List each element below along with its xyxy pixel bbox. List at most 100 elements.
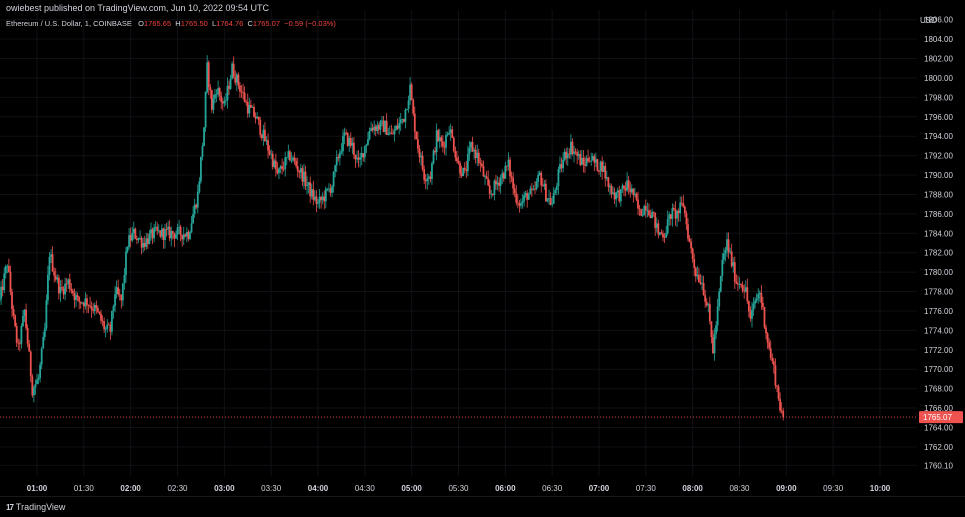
candle — [646, 203, 648, 218]
candle — [765, 325, 767, 340]
candle-body — [145, 238, 147, 247]
time-tick-label: 09:30 — [823, 484, 844, 493]
price-tick-label: 1798.00 — [924, 93, 953, 102]
candle-body — [684, 207, 686, 214]
candle-body — [92, 310, 94, 312]
candle-body — [657, 223, 659, 234]
candle — [675, 201, 677, 226]
price-tick-label: 1762.00 — [924, 443, 953, 452]
candle-body — [631, 189, 633, 193]
candle — [748, 301, 750, 318]
time-tick-label: 02:30 — [167, 484, 188, 493]
candle — [484, 175, 486, 185]
candle — [659, 232, 661, 236]
candle — [604, 162, 606, 186]
candle — [52, 246, 54, 272]
candle — [671, 203, 673, 226]
tradingview-logo-icon: 17 — [6, 503, 13, 512]
candle — [361, 146, 363, 165]
candle-body — [81, 303, 83, 304]
candle-body — [144, 243, 146, 247]
candle-body — [578, 154, 580, 156]
candle — [433, 149, 435, 165]
candle-body — [72, 291, 74, 293]
candle — [333, 171, 335, 192]
candle — [476, 145, 478, 166]
candle-body — [661, 232, 663, 233]
candle — [721, 253, 723, 281]
time-tick-label: 01:30 — [74, 484, 95, 493]
time-tick-label: 02:00 — [120, 484, 141, 493]
candle-body — [437, 130, 439, 141]
candle — [175, 231, 177, 239]
price-tick-label: 1780.00 — [924, 268, 953, 277]
candle-body — [759, 293, 761, 294]
candle — [760, 285, 762, 310]
price-tick-label: 1782.00 — [924, 249, 953, 258]
candle-body — [576, 152, 578, 156]
candle-body — [643, 206, 645, 215]
candle — [358, 150, 360, 167]
candle — [305, 166, 307, 190]
candle-body — [520, 203, 522, 205]
candle-body — [369, 131, 371, 139]
candle — [209, 84, 211, 99]
candle — [542, 178, 544, 187]
candle-body — [415, 132, 417, 140]
price-tick-label: 1794.00 — [924, 132, 953, 141]
candle — [558, 167, 560, 195]
price-tick-label: 1788.00 — [924, 190, 953, 199]
candle-body — [618, 190, 620, 201]
candle-body — [717, 306, 719, 325]
candle-body — [175, 235, 177, 239]
candle — [573, 146, 575, 163]
candle — [473, 147, 475, 159]
candle — [308, 182, 310, 193]
candle — [601, 156, 603, 180]
candle-body — [662, 234, 664, 238]
candle-body — [704, 295, 706, 302]
candle — [483, 160, 485, 176]
candle — [69, 273, 71, 292]
brand[interactable]: 17 TradingView — [6, 502, 65, 512]
candle-body — [422, 156, 424, 169]
candle — [362, 153, 364, 161]
candle-body — [559, 164, 561, 169]
candle — [259, 117, 261, 138]
candle-body — [573, 152, 575, 154]
candle-body — [592, 156, 594, 160]
candle-body — [177, 228, 179, 235]
candle — [451, 126, 453, 138]
candle — [415, 131, 417, 139]
candle — [14, 314, 16, 327]
candle — [642, 208, 644, 217]
candle — [606, 171, 608, 181]
candle — [715, 321, 717, 339]
candle — [166, 223, 168, 237]
candle-body — [367, 139, 369, 144]
candle-body — [598, 171, 600, 172]
candle-body — [106, 325, 108, 330]
candle — [206, 55, 208, 93]
candle — [528, 192, 530, 199]
candle — [762, 297, 764, 310]
candle-body — [337, 157, 339, 158]
candle — [252, 106, 254, 108]
candle-body — [336, 157, 338, 165]
candle-body — [728, 239, 730, 252]
price-chart[interactable]: 1760.101762.001764.001766.001768.001770.… — [0, 0, 965, 496]
candle — [92, 303, 94, 314]
candle-body — [74, 293, 76, 300]
price-tick-label: 1790.00 — [924, 171, 953, 180]
candle — [467, 146, 469, 177]
candle-body — [384, 121, 386, 132]
high-value: 1765.50 — [181, 19, 208, 28]
candle-body — [266, 140, 268, 141]
candle-body — [120, 295, 122, 300]
candle — [36, 374, 38, 385]
candle-body — [11, 292, 13, 309]
candle — [91, 301, 93, 318]
candle — [128, 228, 130, 249]
price-tick-label: 1774.00 — [924, 326, 953, 335]
candle-body — [678, 211, 680, 213]
